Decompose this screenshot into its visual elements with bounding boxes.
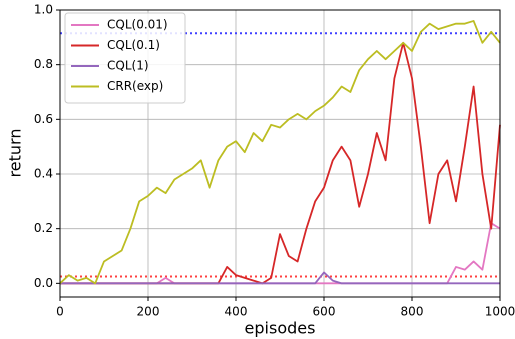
- y-axis-label: return: [6, 129, 25, 178]
- x-tick-label: 800: [401, 305, 424, 319]
- series-line: [60, 271, 500, 285]
- x-tick-label: 400: [225, 305, 248, 319]
- y-tick-label: 0.0: [34, 276, 53, 290]
- y-tick-label: 1.0: [34, 3, 53, 17]
- x-tick-label: 200: [137, 305, 160, 319]
- legend-text: CQL(1): [107, 59, 149, 73]
- series-line: [59, 20, 501, 285]
- legend-text: CQL(0.01): [107, 18, 168, 32]
- x-tick-label: 0: [56, 305, 64, 319]
- x-tick-label: 1000: [485, 305, 515, 319]
- y-tick-label: 0.8: [34, 57, 53, 71]
- x-tick-label: 600: [313, 305, 336, 319]
- y-tick-label: 0.6: [34, 112, 53, 126]
- plot-frame: [59, 9, 501, 298]
- series-line: [60, 222, 501, 285]
- legend-text: CQL(0.1): [107, 38, 160, 52]
- legend-text: CRR(exp): [107, 79, 163, 93]
- y-tick-label: 0.2: [34, 221, 53, 235]
- legend-box: [64, 12, 186, 104]
- x-axis-label: episodes: [245, 319, 316, 338]
- y-tick-label: 0.4: [34, 167, 53, 181]
